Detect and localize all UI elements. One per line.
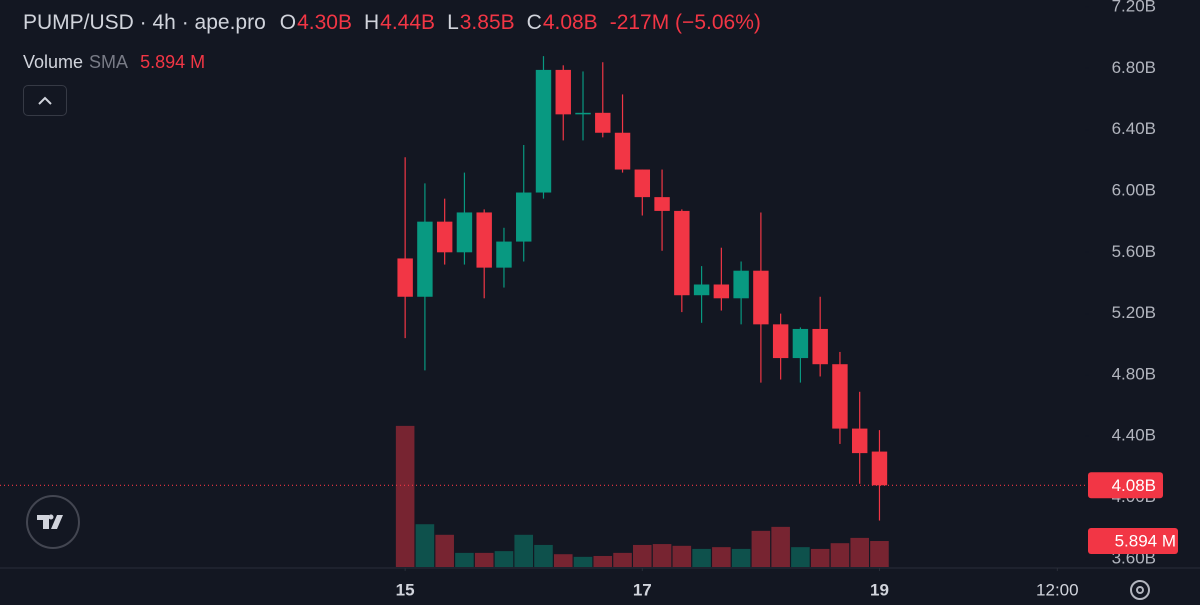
x-tick-label: 17 bbox=[633, 580, 652, 599]
candle-body bbox=[812, 328, 828, 365]
candle-body bbox=[575, 112, 591, 115]
volume-bar bbox=[633, 544, 652, 567]
ohlc-value: 4.08B bbox=[542, 11, 598, 34]
x-tick-label: 15 bbox=[396, 580, 415, 599]
symbol[interactable]: PUMP/USD · 4h · ape.pro bbox=[23, 11, 266, 34]
y-tick-label: 4.40B bbox=[1112, 426, 1156, 445]
volume-bar bbox=[771, 526, 790, 567]
tradingview-logo[interactable] bbox=[26, 495, 80, 549]
ohlc-value: 3.85B bbox=[459, 11, 515, 34]
settings-button[interactable] bbox=[1130, 580, 1150, 600]
volume-bar bbox=[435, 534, 454, 567]
y-tick-label: 5.60B bbox=[1112, 242, 1156, 261]
volume-bars bbox=[395, 425, 889, 567]
volume-indicator: SMA bbox=[89, 52, 129, 72]
volume-bar bbox=[652, 544, 672, 567]
ohlc-key: H bbox=[364, 11, 380, 34]
volume-bar bbox=[791, 547, 810, 567]
ohlc-key: C bbox=[526, 11, 542, 34]
volume-bar bbox=[593, 555, 613, 567]
candle-body bbox=[516, 192, 532, 242]
candle-body bbox=[555, 69, 571, 115]
volume-bar bbox=[613, 552, 632, 567]
ohlc-key: O bbox=[279, 11, 297, 34]
volume-bar bbox=[573, 556, 593, 567]
legend-header: PUMP/USD · 4h · ape.pro O 4.30B H 4.44B L 3.8… bbox=[23, 11, 761, 35]
y-tick-label: 6.00B bbox=[1112, 180, 1156, 199]
last-volume-label: 5.894 M bbox=[1115, 531, 1176, 550]
change: -217M (−5.06%) bbox=[609, 11, 761, 34]
x-tick-label: 12:00 bbox=[1036, 580, 1079, 599]
volume-bar bbox=[474, 552, 494, 567]
volume-bar bbox=[534, 544, 553, 567]
settings-gear-center[interactable] bbox=[1136, 586, 1144, 594]
volume-bar bbox=[870, 541, 889, 567]
volume-bar bbox=[751, 530, 771, 567]
candle-body bbox=[417, 221, 433, 297]
ohlc-value: 4.44B bbox=[380, 11, 436, 34]
volume-bar bbox=[830, 543, 850, 567]
volume-bar bbox=[692, 548, 711, 567]
volume-legend: Volume SMA 5.894 M bbox=[23, 52, 205, 73]
y-tick-label: 6.40B bbox=[1112, 119, 1156, 138]
last-volume-badge bbox=[1088, 528, 1178, 555]
chevron[interactable] bbox=[38, 96, 52, 105]
volume-bar bbox=[672, 545, 692, 567]
settings-gear[interactable] bbox=[1130, 580, 1150, 600]
volume-bar bbox=[553, 554, 573, 567]
y-tick-label: 5.20B bbox=[1112, 303, 1156, 322]
volume-title: Volume bbox=[23, 52, 84, 72]
candle-body bbox=[713, 284, 730, 299]
x-tick-label: 19 bbox=[870, 580, 889, 599]
candles bbox=[397, 56, 888, 521]
volume-bar bbox=[455, 552, 474, 567]
candle-body bbox=[792, 328, 809, 359]
candle-body bbox=[496, 241, 512, 268]
candle-body bbox=[832, 364, 848, 429]
candle-body bbox=[535, 69, 552, 193]
candle-body bbox=[733, 270, 749, 299]
last-price-badge bbox=[1088, 472, 1163, 499]
volume-indicator-value: 5.894 M bbox=[140, 52, 206, 72]
collapse-icon[interactable] bbox=[24, 86, 66, 115]
y-tick-label: 6.80B bbox=[1112, 58, 1156, 77]
candle-body bbox=[476, 212, 492, 268]
logo-mark[interactable] bbox=[37, 515, 63, 529]
ohlc-value: 4.30B bbox=[297, 11, 352, 34]
last-price-label: 4.08B bbox=[1112, 476, 1156, 495]
candle-body bbox=[674, 210, 690, 296]
y-tick-label: 4.80B bbox=[1112, 364, 1156, 383]
ohlc-key: L bbox=[447, 11, 459, 34]
candle-body bbox=[871, 451, 888, 486]
candle-body bbox=[654, 197, 670, 211]
candle-body bbox=[753, 270, 769, 325]
volume-bar bbox=[850, 537, 869, 567]
candle-body bbox=[693, 284, 710, 296]
candle-body bbox=[614, 132, 631, 170]
volume-bar bbox=[395, 425, 415, 567]
candle-body bbox=[397, 258, 413, 297]
volume-bar bbox=[514, 534, 534, 567]
logo-circle[interactable] bbox=[26, 495, 80, 549]
collapse-button[interactable] bbox=[23, 85, 67, 116]
volume-bar bbox=[415, 524, 435, 567]
logo-dot[interactable] bbox=[48, 514, 54, 520]
candle-body bbox=[634, 169, 651, 198]
candle-body bbox=[595, 112, 611, 133]
candle-body bbox=[436, 221, 453, 253]
volume-bar bbox=[810, 548, 830, 567]
candle-body bbox=[456, 212, 473, 253]
y-tick-label: 7.20B bbox=[1112, 0, 1156, 16]
candle-body bbox=[851, 428, 868, 454]
volume-bar bbox=[494, 551, 514, 567]
volume-bar bbox=[731, 548, 751, 567]
volume-bar bbox=[712, 547, 731, 567]
candle-body bbox=[772, 324, 789, 359]
